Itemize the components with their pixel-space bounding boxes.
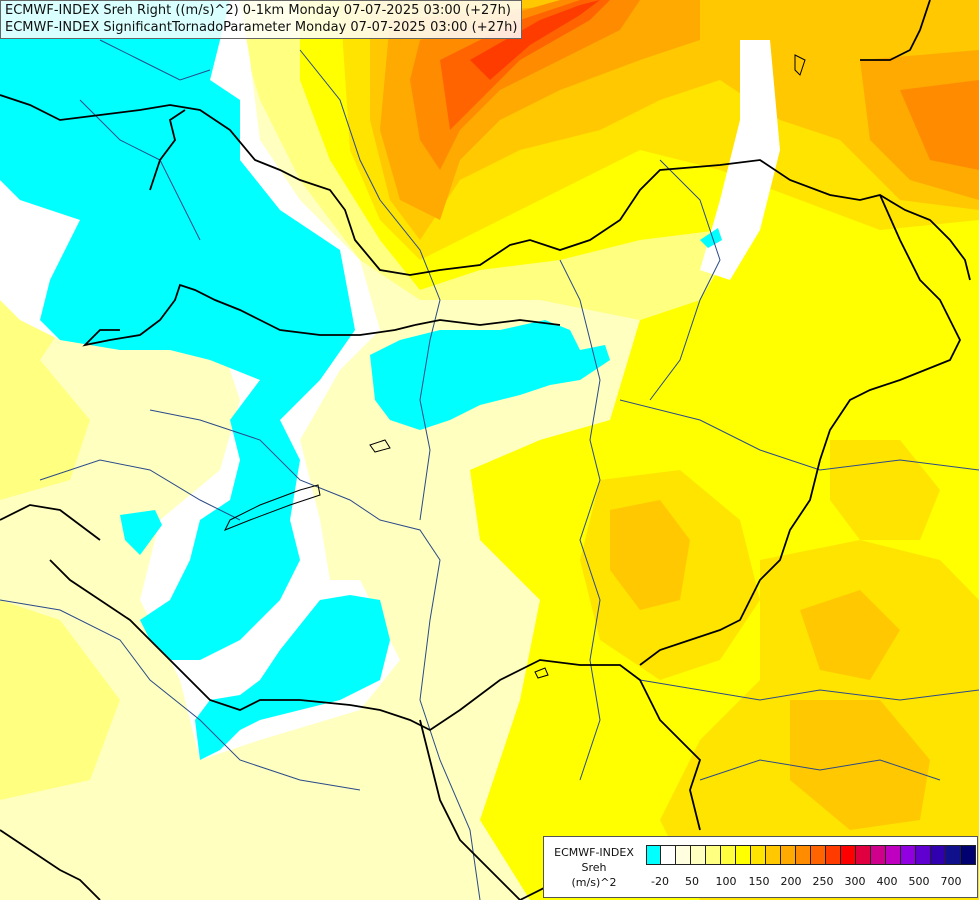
legend-swatch [961, 845, 976, 865]
red-field-north [470, 0, 600, 80]
legend-swatch [766, 845, 781, 865]
legend-swatch [841, 845, 856, 865]
deep-orange-field-north [410, 0, 979, 170]
legend-title-line2: Sreh [581, 861, 607, 874]
legend-swatch [646, 845, 661, 865]
legend-tick-label: -20 [651, 875, 669, 888]
legend-swatch [706, 845, 721, 865]
light-yellow-field-west [0, 230, 120, 800]
legend-swatch [886, 845, 901, 865]
red-orange-field-north [440, 0, 610, 130]
lakes [223, 54, 806, 679]
legend-swatches [646, 845, 976, 865]
orange-field-south [610, 500, 930, 830]
legend-tick-label: 50 [685, 875, 699, 888]
legend-tick-label: 300 [844, 875, 866, 888]
legend-swatch [751, 845, 766, 865]
legend-tick-label: 400 [876, 875, 898, 888]
legend-title-line1: ECMWF-INDEX [554, 846, 634, 859]
legend-swatch [796, 845, 811, 865]
legend-swatch [871, 845, 886, 865]
legend-tick-label: 700 [940, 875, 962, 888]
legend-ticks: -20 50 100 150 200 250 300 400 500 700 [646, 875, 976, 889]
map-title-box: ECMWF-INDEX Sreh Right ((m/s)^2) 0-1km M… [0, 0, 523, 39]
cyan-spot-west [120, 510, 162, 555]
cyan-spot-left-edge [0, 110, 8, 135]
legend-swatch [826, 845, 841, 865]
legend-swatch [856, 845, 871, 865]
legend-swatch [736, 845, 751, 865]
legend-title-line3: (m/s)^2 [571, 876, 617, 889]
cyan-spot-north [700, 228, 722, 248]
map-title-line1: ECMWF-INDEX Sreh Right ((m/s)^2) 0-1km M… [5, 3, 511, 18]
legend-swatch [676, 845, 691, 865]
legend-swatch [946, 845, 961, 865]
white-strip-north [700, 40, 780, 280]
legend-swatch [916, 845, 931, 865]
color-legend: ECMWF-INDEX Sreh (m/s)^2 -20 50 100 150 200 2… [543, 836, 978, 898]
legend-swatch [661, 845, 676, 865]
legend-tick-label: 100 [715, 875, 737, 888]
legend-tick-label: 200 [780, 875, 802, 888]
cyan-field-south [195, 595, 390, 760]
legend-swatch [811, 845, 826, 865]
legend-swatch [781, 845, 796, 865]
cyan-field-northwest [0, 0, 355, 660]
legend-tick-label: 150 [748, 875, 770, 888]
rivers [0, 39, 979, 900]
legend-swatch [901, 845, 916, 865]
cyan-field-center [370, 320, 610, 430]
legend-swatch [691, 845, 706, 865]
legend-tick-label: 250 [812, 875, 834, 888]
legend-swatch [721, 845, 736, 865]
legend-title: ECMWF-INDEX Sreh (m/s)^2 [544, 845, 644, 890]
legend-swatch [931, 845, 946, 865]
map-title-line2: ECMWF-INDEX SignificantTornadoParameter … [5, 20, 518, 35]
legend-tick-label: 500 [908, 875, 930, 888]
